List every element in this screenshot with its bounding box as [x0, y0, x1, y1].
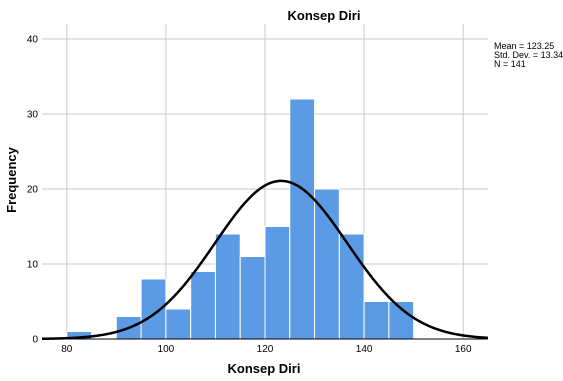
y-tick-label: 40: [27, 35, 39, 46]
x-tick-label: 100: [158, 344, 175, 355]
x-tick-label: 80: [61, 344, 73, 355]
histogram-bar: [239, 256, 266, 340]
histogram-bar: [338, 233, 365, 340]
x-tick-label: 140: [356, 344, 373, 355]
x-tick-label: 160: [455, 344, 472, 355]
x-axis-ticks: 80 100 120 140 160: [61, 344, 472, 355]
statistics-legend: Mean = 123.25 Std. Dev. = 13.341 N = 141: [494, 41, 563, 69]
x-axis-title: Konsep Diri: [228, 361, 301, 376]
normal-curve-group: [41, 179, 489, 341]
stat-mean: Mean = 123.25: [494, 41, 554, 51]
normal-curve: [41, 179, 489, 341]
histogram-bar: [190, 271, 216, 340]
y-axis-ticks: 0 10 20 30 40: [27, 35, 39, 346]
histogram-bar: [165, 308, 192, 340]
y-tick-label: 10: [27, 260, 39, 271]
histogram-bar: [264, 226, 291, 340]
histogram-bars: [66, 98, 415, 340]
gridlines: [42, 24, 488, 339]
histogram-bar: [314, 188, 340, 340]
histogram-bar: [363, 301, 390, 340]
histogram-bar: [214, 233, 241, 340]
y-tick-label: 0: [32, 335, 38, 346]
stat-std-dev: Std. Dev. = 13.341: [494, 50, 563, 60]
y-axis-title: Frequency: [4, 146, 19, 213]
chart-title: Konsep Diri: [288, 8, 361, 23]
y-tick-label: 20: [27, 185, 39, 196]
histogram-bar: [289, 98, 316, 340]
x-tick-label: 120: [257, 344, 274, 355]
y-tick-label: 30: [27, 110, 39, 121]
stat-n: N = 141: [494, 59, 526, 69]
